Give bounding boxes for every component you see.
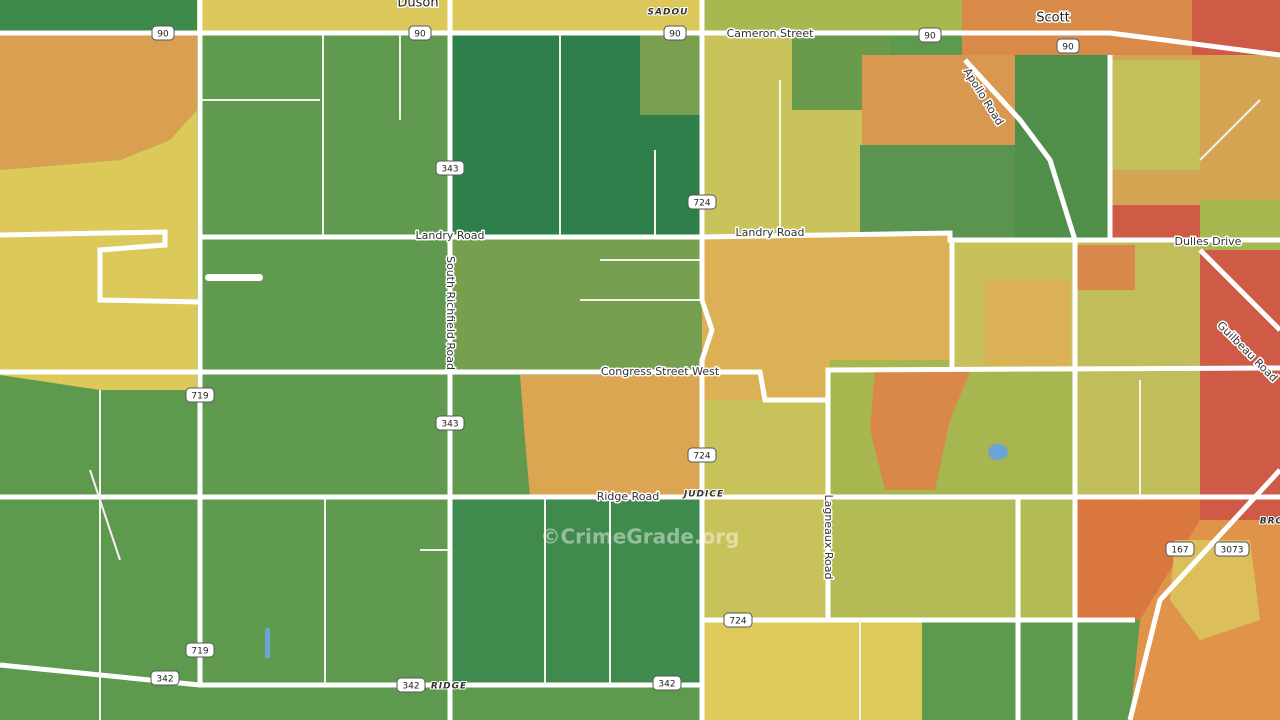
shield <box>1165 541 1195 557</box>
shield-label: 724 <box>693 199 710 209</box>
road-label: Landry Road <box>416 229 485 242</box>
shield <box>723 612 753 628</box>
shield <box>918 27 942 43</box>
place-label: Scott <box>1036 11 1070 26</box>
place-label: JUDICE <box>682 490 724 500</box>
shield-label: 90 <box>924 32 936 42</box>
place-label: Duson <box>397 0 438 11</box>
shield-label: 343 <box>441 420 458 430</box>
shield-label: 719 <box>191 647 208 657</box>
place-label: RIDGE <box>431 682 467 692</box>
shield-label: 90 <box>414 30 426 40</box>
place-label: BRO <box>1260 517 1280 527</box>
road-label: Congress Street West <box>601 365 720 378</box>
shield-label: 343 <box>441 165 458 175</box>
shield-label: 90 <box>1062 43 1074 53</box>
shield-label: 90 <box>669 30 681 40</box>
shield <box>150 670 180 686</box>
road-label: Cameron Street <box>727 27 814 40</box>
shield-label: 90 <box>157 30 169 40</box>
shield-label: 724 <box>693 452 710 462</box>
shield <box>687 447 717 463</box>
shield <box>435 415 465 431</box>
shield <box>435 160 465 176</box>
watermark: ©CrimeGrade.org <box>541 525 740 549</box>
road-label: Dulles Drive <box>1175 235 1242 248</box>
shield-label: 167 <box>1171 546 1188 556</box>
road-label: South Richfield Road <box>444 256 457 370</box>
road-label: Ridge Road <box>597 490 660 503</box>
shield <box>663 25 687 41</box>
shield <box>185 642 215 658</box>
shield-label: 719 <box>191 392 208 402</box>
shield-label: 342 <box>658 680 675 690</box>
shield <box>687 194 717 210</box>
place-label: SADOU <box>648 8 689 18</box>
route-shields: 90 90 90 90 90 343 343 724 724 724 719 719 342 342 342… <box>150 25 1250 693</box>
shield-label: 724 <box>729 617 746 627</box>
shield <box>396 677 426 693</box>
shield <box>151 25 175 41</box>
shield <box>185 387 215 403</box>
shield <box>652 675 682 691</box>
shield <box>1056 38 1080 54</box>
shield <box>1214 541 1250 557</box>
road-label: Lagneaux Road <box>822 495 835 580</box>
shield <box>408 25 432 41</box>
shield-label: 3073 <box>1221 546 1244 556</box>
shield-label: 342 <box>156 675 173 685</box>
road-label: Landry Road <box>736 226 805 239</box>
shield-label: 342 <box>402 682 419 692</box>
